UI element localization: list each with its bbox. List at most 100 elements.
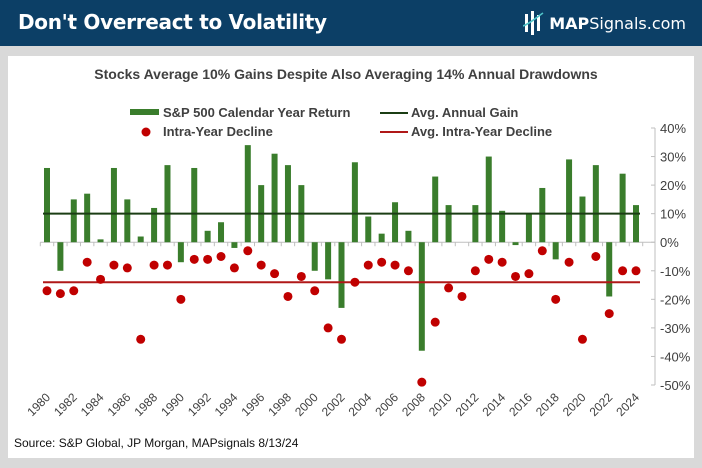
decline-dot-1990 [176,294,186,304]
decline-dot-1993 [216,252,226,261]
x-tick-label: 2022 [587,390,616,419]
bar-2005 [378,233,385,243]
bar-2022 [606,242,613,297]
legend: S&P 500 Calendar Year Return Intra-Year … [130,105,552,139]
bar-2009 [432,176,439,243]
decline-dot-2005 [377,257,387,267]
decline-dot-2016 [524,269,534,279]
x-tick-label: 1982 [51,390,80,419]
decline-dot-2024 [631,266,641,276]
bar-1997 [271,153,278,243]
bar-2015 [512,242,519,246]
bar-2012 [472,205,479,243]
bar-2016 [525,213,532,243]
y-tick-label: 30% [660,150,686,165]
x-tick-label: 2000 [292,390,321,419]
decline-dot-1997 [270,269,280,279]
bar-1991 [191,167,198,243]
decline-dot-2022 [604,309,614,319]
decline-dot-2011 [457,291,467,301]
y-tick-label: 40% [660,121,686,136]
mapsignals-logo: MAPSignals.com [523,9,686,37]
bar-1990 [177,242,184,263]
x-tick-label: 2016 [506,390,535,419]
x-tick-label: 2006 [372,390,401,419]
bar-1980 [44,167,50,243]
bar-1984 [97,239,104,243]
decline-dot-2003 [350,277,360,287]
decline-dot-2009 [430,317,440,327]
x-tick-label: 1990 [158,390,187,419]
chart-panel [8,56,694,458]
bar-1987 [137,236,144,243]
decline-dot-2012 [470,266,480,276]
decline-dot-2019 [564,257,574,267]
decline-dot-1987 [136,334,146,344]
x-tick-label: 1998 [265,390,294,419]
bar-1986 [124,199,131,243]
x-tick-label: 2018 [533,390,562,419]
decline-dot-1983 [82,257,92,267]
x-tick-label: 1994 [212,390,241,419]
decline-dot-1998 [283,291,293,301]
legend-label-avg-gain: Avg. Annual Gain [411,105,518,120]
decline-dot-1991 [189,254,199,264]
decline-dot-2023 [618,266,628,276]
bar-1998 [284,165,291,243]
plot-area: 40%30%20%10%0%-10%-20%-30%-40%-50%198019… [24,121,690,419]
logo-mark-icon [523,11,544,35]
x-tick-label: 1988 [131,390,160,419]
decline-dot-2013 [484,254,494,264]
legend-label-bar: S&P 500 Calendar Year Return [163,105,350,120]
x-tick-label: 2002 [319,390,348,419]
decline-dot-1988 [149,260,159,270]
bar-1992 [204,230,211,243]
bar-2023 [619,173,626,243]
decline-dot-1982 [69,286,79,296]
bar-2007 [405,230,412,243]
header-banner: Don't Overreact to Volatility MAPSignals… [0,0,702,46]
bar-2003 [351,162,358,243]
decline-dot-2002 [337,334,346,344]
bar-2018 [552,242,559,260]
bar-2017 [539,187,546,243]
bar-1995 [244,145,251,243]
decline-dot-1981 [55,289,65,299]
decline-dot-2006 [390,260,400,270]
bar-2010 [445,205,452,243]
x-tick-label: 1986 [105,390,134,419]
legend-swatch-bar [130,109,159,115]
source-note: Source: S&P Global, JP Morgan, MAPsignal… [14,436,299,450]
decline-dot-2018 [551,294,561,304]
decline-dot-2001 [323,323,333,333]
decline-dot-2000 [310,286,320,296]
x-tick-label: 1996 [239,390,268,419]
bar-1988 [151,207,158,243]
x-tick-label: 2014 [479,390,508,419]
y-tick-label: -10% [660,264,691,279]
decline-dot-2004 [363,260,373,270]
y-tick-label: 0% [660,235,679,250]
y-tick-label: 10% [660,207,686,222]
decline-dot-2021 [591,252,601,261]
x-tick-label: 2004 [346,390,375,419]
decline-dot-1992 [203,254,213,264]
x-tick-label: 1980 [24,390,53,419]
y-tick-label: -30% [660,321,691,336]
decline-dot-1999 [296,271,306,281]
decline-dot-2020 [577,334,587,344]
decline-dot-1996 [256,260,266,270]
legend-label-avg-decline: Avg. Intra-Year Decline [411,124,552,139]
x-tick-label: 2024 [613,390,642,419]
bar-1985 [110,167,117,243]
bar-1989 [164,165,171,243]
page-title: Don't Overreact to Volatility [18,10,327,34]
y-tick-label: -50% [660,378,691,393]
bar-2013 [485,156,492,243]
bar-2014 [499,210,506,243]
legend-label-dot: Intra-Year Decline [163,124,273,139]
bar-2020 [579,196,586,243]
bar-1994 [231,242,238,248]
x-tick-label: 2010 [426,390,455,419]
